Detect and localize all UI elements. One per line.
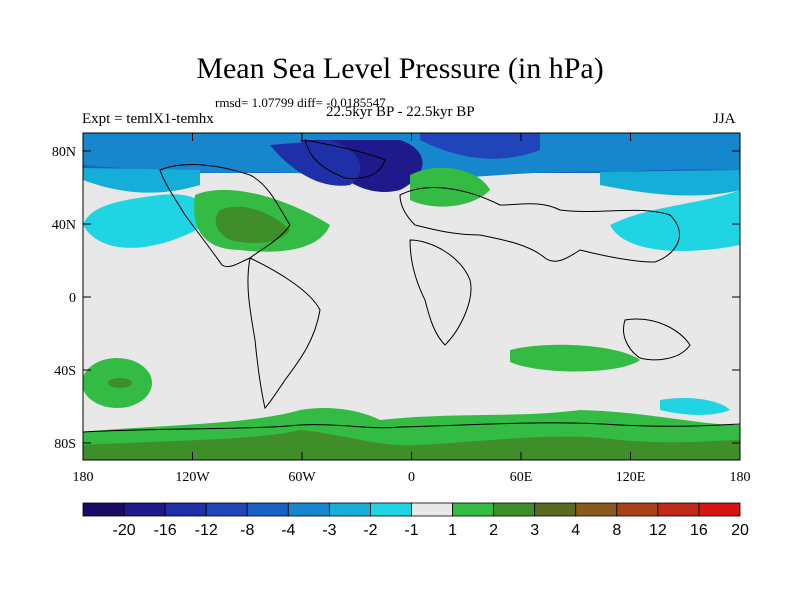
colorbar-swatch — [123, 502, 166, 517]
y-tick-label: 40N — [52, 218, 76, 233]
colorbar-label: 2 — [489, 522, 498, 539]
axis-ticks — [82, 133, 741, 460]
colorbar-swatch — [370, 502, 412, 517]
experiment-label: Expt = temlX1-temhx — [82, 111, 214, 127]
antarctic-high-core — [83, 430, 740, 460]
colorbar-label: -2 — [363, 522, 377, 539]
colorbar-swatch — [82, 502, 125, 517]
colorbar-swatch — [493, 502, 536, 517]
colorbar-swatch — [575, 502, 618, 517]
colorbar-label: 3 — [530, 522, 539, 539]
colorbar-swatch — [534, 502, 577, 517]
colorbar-swatch — [328, 502, 371, 517]
colorbar-label: 8 — [612, 522, 621, 539]
colorbar-label: -20 — [113, 522, 136, 539]
colorbar-label: -1 — [404, 522, 418, 539]
colorbar-label: 16 — [690, 522, 708, 539]
y-tick-label: 80S — [54, 437, 76, 452]
colorbar-swatch — [657, 502, 700, 517]
map-field — [83, 133, 740, 460]
colorbar-label: 4 — [571, 522, 580, 539]
colorbar-swatch — [616, 502, 659, 517]
colorbar-label: -3 — [322, 522, 336, 539]
x-tick-label: 180 — [730, 470, 751, 485]
colorbar-label: 1 — [448, 522, 457, 539]
colorbar: -20 -16 -12 -8 -4 -3 -2 -1 1 2 3 4 8 12 16 20 — [82, 502, 749, 539]
stats-text: rmsd= 1.07799 diff= -0.0185547 — [215, 95, 386, 110]
colorbar-swatch — [246, 502, 289, 517]
x-tick-label: 60W — [288, 470, 316, 485]
x-tick-label: 120E — [616, 470, 646, 485]
x-tick-label: 60E — [510, 470, 533, 485]
coastlines — [83, 139, 740, 433]
colorbar-swatch — [164, 502, 207, 517]
x-tick-label: 180 — [73, 470, 94, 485]
period-subtitle: 22.5kyr BP - 22.5kyr BP — [326, 104, 475, 120]
colorbar-label: -8 — [240, 522, 254, 539]
indian-ocean-high — [510, 344, 640, 372]
chart-title: Mean Sea Level Pressure (in hPa) — [196, 52, 604, 85]
colorbar-swatch — [411, 502, 453, 517]
x-tick-label: 120W — [175, 470, 210, 485]
europe-high — [410, 167, 490, 207]
colorbar-swatch — [287, 502, 330, 517]
south-pacific-core — [108, 378, 132, 388]
y-tick-label: 40S — [54, 364, 76, 379]
pacific-light-cyan — [83, 194, 208, 248]
colorbar-swatch — [698, 502, 741, 517]
colorbar-swatch — [205, 502, 248, 517]
north-cyan-1 — [83, 168, 200, 193]
arctic-low — [270, 140, 361, 186]
colorbar-label: 12 — [649, 522, 667, 539]
x-tick-label: 0 — [408, 470, 415, 485]
colorbar-swatch — [452, 502, 495, 517]
colorbar-label: -16 — [154, 522, 177, 539]
n-atlantic-high-core — [215, 206, 290, 243]
colorbar-label: -12 — [195, 522, 218, 539]
season-label: JJA — [713, 111, 736, 127]
colorbar-label: -4 — [281, 522, 295, 539]
colorbar-label: 20 — [731, 522, 749, 539]
y-tick-label: 80N — [52, 145, 76, 160]
north-cyan-2 — [600, 170, 740, 196]
south-cyan-patch — [660, 398, 730, 415]
barents-low — [420, 133, 540, 159]
y-tick-label: 0 — [69, 291, 76, 306]
